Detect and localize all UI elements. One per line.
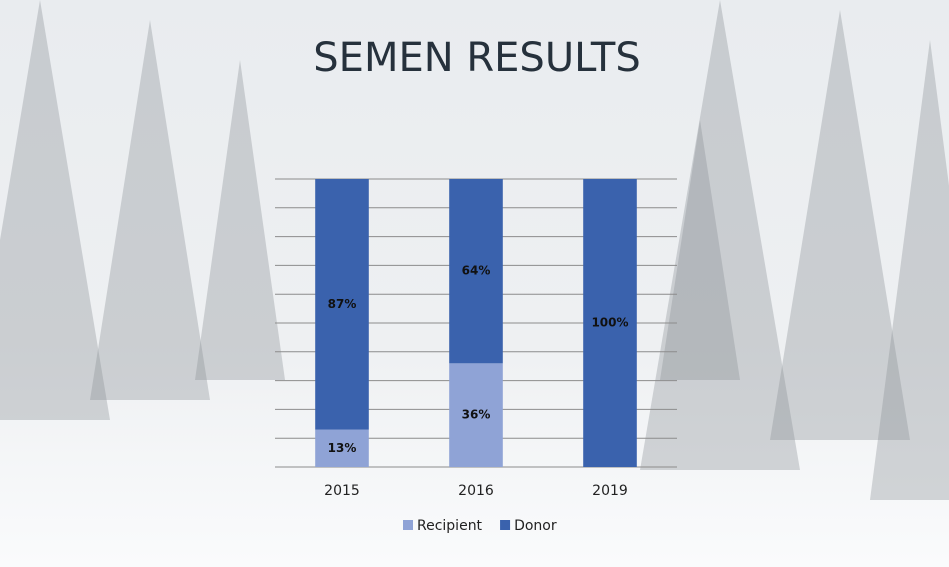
- x-tick-label: 2015: [324, 483, 360, 499]
- x-tick-label: 2016: [458, 483, 494, 499]
- legend-swatch: [500, 520, 511, 530]
- legend-label: Donor: [514, 518, 557, 534]
- data-label: 36%: [462, 408, 491, 422]
- bar-segment: [315, 179, 369, 430]
- data-label: 100%: [591, 316, 628, 330]
- x-tick-label: 2019: [592, 483, 628, 499]
- legend-label: Recipient: [417, 518, 483, 534]
- bar-segment: [315, 429, 369, 467]
- legend-swatch: [403, 520, 413, 530]
- bar-segment: [449, 179, 503, 364]
- forest-backdrop: [0, 0, 949, 500]
- chart-title: SEMEN RESULTS: [313, 35, 640, 81]
- data-label: 64%: [462, 264, 491, 278]
- bar-segment: [583, 179, 637, 467]
- bar-segment: [449, 363, 503, 467]
- data-label: 87%: [328, 297, 357, 311]
- data-label: 13%: [328, 441, 357, 455]
